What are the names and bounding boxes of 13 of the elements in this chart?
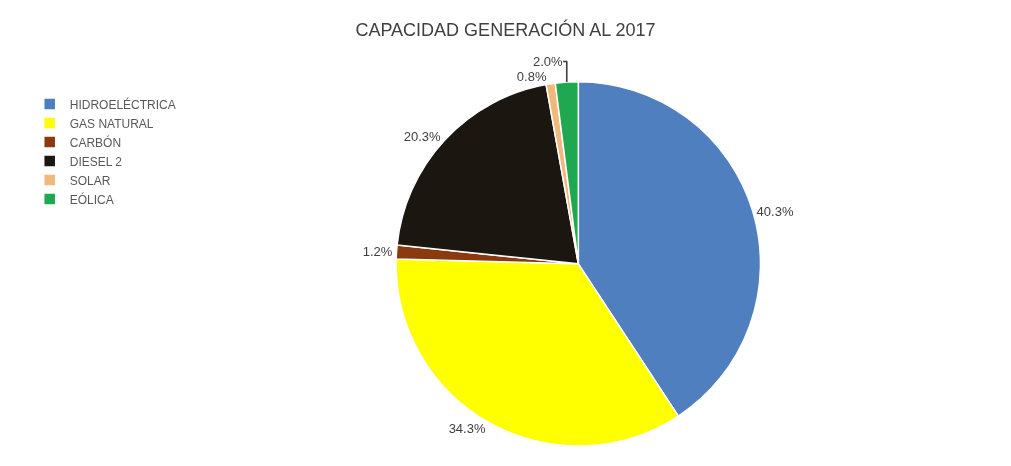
data-label: 20.3% bbox=[403, 128, 442, 144]
legend-label: DIESEL 2 bbox=[69, 154, 123, 169]
data-label: 0.8% bbox=[516, 68, 547, 84]
data-label: 1.2% bbox=[362, 244, 393, 260]
data-label: 40.3% bbox=[756, 203, 794, 219]
legend-label: HIDROELÉCTRICA bbox=[69, 96, 176, 112]
chart-title: CAPACIDAD GENERACIÓN AL 2017 bbox=[355, 18, 656, 40]
legend-label: EÓLICA bbox=[69, 191, 114, 207]
data-label: 2.0% bbox=[532, 53, 564, 69]
legend-label: GAS NATURAL bbox=[69, 116, 154, 131]
data-label: 34.3% bbox=[448, 421, 486, 437]
legend-label: SOLAR bbox=[69, 173, 111, 188]
legend-label: CARBÓN bbox=[69, 134, 122, 150]
